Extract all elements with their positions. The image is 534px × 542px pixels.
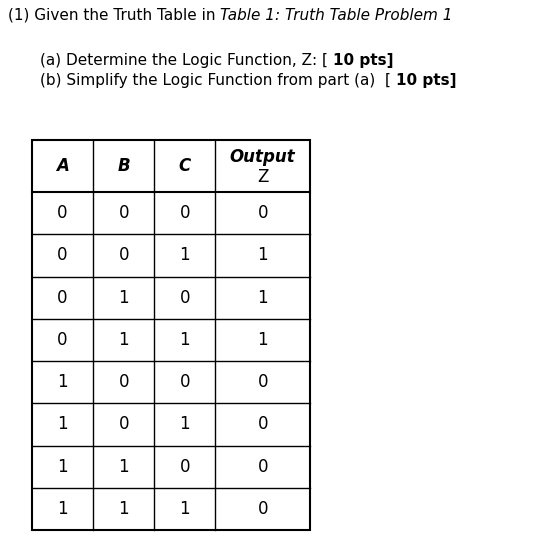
- Text: Z: Z: [257, 168, 269, 186]
- Text: 1: 1: [57, 373, 68, 391]
- Text: 1: 1: [119, 500, 129, 518]
- Text: 1: 1: [119, 289, 129, 307]
- Text: 0: 0: [119, 415, 129, 434]
- Text: Table 1: Truth Table Problem 1: Table 1: Truth Table Problem 1: [221, 8, 453, 23]
- Text: A: A: [56, 157, 69, 175]
- Text: 1: 1: [179, 415, 190, 434]
- Text: (a) Determine the Logic Function, Z: [: (a) Determine the Logic Function, Z: [: [40, 53, 333, 68]
- Text: 10 pts]: 10 pts]: [396, 73, 457, 88]
- Text: 1: 1: [119, 457, 129, 476]
- Text: (1) Given the Truth Table in: (1) Given the Truth Table in: [8, 8, 221, 23]
- Text: 1: 1: [119, 331, 129, 349]
- Text: 0: 0: [257, 204, 268, 222]
- Text: 0: 0: [257, 373, 268, 391]
- Text: 0: 0: [119, 373, 129, 391]
- Text: 0: 0: [179, 289, 190, 307]
- Bar: [32, 140, 310, 530]
- Text: 0: 0: [257, 500, 268, 518]
- Text: 0: 0: [179, 204, 190, 222]
- Text: 0: 0: [119, 204, 129, 222]
- Text: 0: 0: [257, 415, 268, 434]
- Text: 10 pts]: 10 pts]: [333, 53, 394, 68]
- Text: 1: 1: [57, 415, 68, 434]
- Text: 1: 1: [57, 457, 68, 476]
- Text: B: B: [117, 157, 130, 175]
- Text: 0: 0: [57, 289, 68, 307]
- Text: 0: 0: [57, 331, 68, 349]
- Text: 1: 1: [57, 500, 68, 518]
- Text: (b) Simplify the Logic Function from part (a)  [: (b) Simplify the Logic Function from par…: [40, 73, 396, 88]
- Text: 0: 0: [57, 247, 68, 264]
- Text: 0: 0: [257, 457, 268, 476]
- Text: Output: Output: [230, 148, 296, 166]
- Text: 1: 1: [179, 247, 190, 264]
- Text: 0: 0: [179, 373, 190, 391]
- Text: 1: 1: [257, 331, 268, 349]
- Text: C: C: [179, 157, 191, 175]
- Text: 1: 1: [257, 289, 268, 307]
- Text: 1: 1: [179, 331, 190, 349]
- Text: 0: 0: [179, 457, 190, 476]
- Text: 0: 0: [57, 204, 68, 222]
- Text: 0: 0: [119, 247, 129, 264]
- Text: 1: 1: [257, 247, 268, 264]
- Text: 1: 1: [179, 500, 190, 518]
